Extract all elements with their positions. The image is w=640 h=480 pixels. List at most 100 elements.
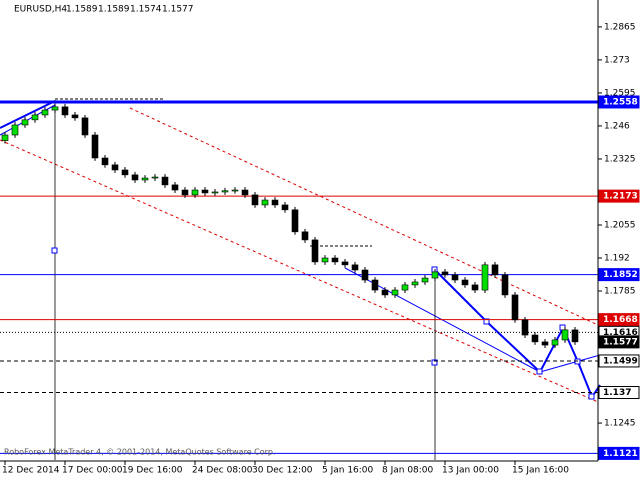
candle-body [381,289,389,296]
candle-body [181,189,189,196]
candle-body [251,194,259,206]
candle-body [451,274,459,281]
node [536,368,543,375]
y-tick-label: 1.246 [604,121,630,131]
y-tick-label: 1.273 [604,55,630,65]
level-label-box [598,95,640,109]
level-label: 1.1668 [603,315,638,325]
candle-body [411,281,419,286]
candle-body [361,269,369,281]
candle-body [481,264,489,291]
channel-line [129,107,599,326]
x-tick-label: 17 Dec 00:00 [62,466,123,476]
candle-body [51,106,59,111]
candle-body [171,184,179,191]
level-label-box [598,386,640,400]
level-label-box [598,354,640,368]
channel-line [0,139,599,403]
level-label: 1.2558 [603,97,638,107]
trend-line [539,354,601,373]
level-label: 1.1616 [603,328,638,338]
candle-body [571,329,579,343]
level-label-box [598,268,640,282]
candle-body [261,199,269,206]
candle-body [541,341,549,346]
ohlc-value: 1.1574 [130,5,162,15]
candle-body [1,134,9,141]
node [483,318,490,325]
x-tick-label: 5 Jan 16:00 [322,466,374,476]
ohlc-value: 1.1589 [66,5,98,15]
y-tick-label: 1.2325 [604,154,636,164]
candle-body [221,190,229,193]
level-label: 1.1852 [603,270,638,280]
node [574,358,581,365]
node [51,247,58,254]
level-label-box [598,446,640,460]
candle-body [91,134,99,159]
candle-body [211,191,219,194]
ohlc-value: 1.1589 [98,5,130,15]
candle-body [281,204,289,211]
candle-body [111,164,119,171]
level-label: 1.1577 [603,337,638,347]
y-tick-label: 1.1245 [604,419,636,429]
x-tick-label: 30 Dec 12:00 [252,466,313,476]
candle-body [501,274,509,296]
level-label-box [598,335,640,349]
candle-body [531,334,539,343]
trend-line [0,100,56,129]
candle-body [121,169,129,176]
ohlc-value: 1.1577 [162,5,194,15]
candle-body [81,117,89,136]
level-label: 1.1121 [603,449,638,459]
candle-body [131,174,139,181]
candle-body [461,279,469,286]
candle-body [321,257,329,263]
candle-body [441,271,449,276]
candle-body [351,264,359,271]
x-tick-label: 24 Dec 08:00 [192,466,253,476]
candle-body [241,189,249,196]
candle-body [391,289,399,296]
candle-body [31,114,39,121]
candle-body [201,189,209,194]
candle-body [161,176,169,186]
x-tick-label: 19 Dec 16:00 [122,466,183,476]
candle-body [511,294,519,321]
candle-body [301,231,309,241]
y-tick-label: 1.2865 [604,22,636,32]
level-label: 1.1499 [603,356,638,366]
candle-body [491,264,499,276]
candle-body [101,157,109,166]
y-tick-label: 1.1785 [604,287,636,297]
candle-body [371,279,379,291]
candle-body [141,177,149,181]
y-tick-label: 1.2595 [604,88,636,98]
candle-body [291,209,299,233]
candle-body [471,284,479,291]
candle-body [521,319,529,336]
candle-body [401,284,409,291]
candle-body [341,261,349,266]
level-label: 1.2173 [603,192,638,202]
level-label: 1.137 [603,388,631,398]
x-tick-label: 13 Jan 00:00 [442,466,499,476]
header: EURUSD,H4 1.1589 1.1589 1.1574 1.1577 [14,5,194,15]
candle-body [11,124,19,136]
drawings [0,98,601,460]
candle-body [71,114,79,119]
candle-body [271,199,279,206]
symbol: EURUSD,H4 [14,5,67,15]
level-label-box [598,313,640,327]
candle-body [151,176,159,179]
level-label-box [598,189,640,203]
candle-body [561,329,569,341]
candle-body [331,257,339,263]
candle-body [421,277,429,283]
y-tick-label: 1.192 [604,254,630,264]
candle-body [41,109,49,116]
candle-body [431,271,439,279]
